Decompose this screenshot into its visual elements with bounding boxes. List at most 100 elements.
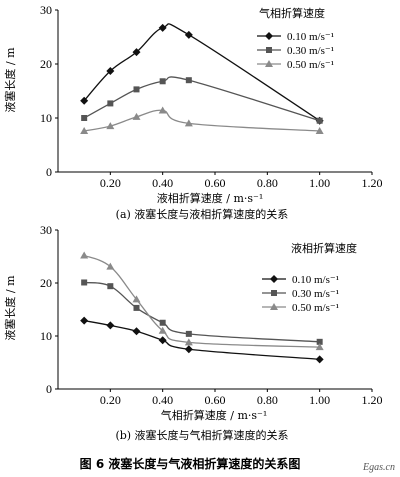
chart-b-series-2 <box>81 279 323 345</box>
chart-a-x-tick-label: 1.00 <box>309 176 330 190</box>
chart-a-y-tick-label: 0 <box>46 165 52 179</box>
chart-a-series-3 <box>80 106 324 134</box>
chart-b-legend-label: 0.10 m/s⁻¹ <box>292 274 339 286</box>
chart-b-xlabel: 气相折算速度 / m·s⁻¹ <box>161 408 268 422</box>
chart-a-series-3-line <box>84 109 320 132</box>
chart-a-series-2-point <box>159 78 166 85</box>
chart-a-caption: (a) 液塞长度与液相折算速度的关系 <box>116 207 289 221</box>
chart-a: (a) 液塞长度与液相折算速度的关系 液相折算速度 / m·s⁻¹ 液塞长度 /… <box>3 3 383 221</box>
chart-a-y-tick-label: 30 <box>40 3 52 17</box>
chart-b-x-tick-label: 1.00 <box>309 393 330 407</box>
chart-a-series-3-point <box>158 106 167 114</box>
chart-a-series-2-point <box>185 77 192 84</box>
chart-a-series-2-line <box>83 76 320 122</box>
chart-b-x-tick-label: 0.20 <box>100 393 121 407</box>
chart-a-legend-title: 气相折算速度 <box>259 6 325 20</box>
chart-b-series-1-point <box>158 336 167 345</box>
chart-a-x-tick-label: 0.40 <box>152 176 173 190</box>
chart-a-legend-label: 0.50 m/s⁻¹ <box>287 59 334 71</box>
chart-b-series-2-point <box>81 279 88 286</box>
chart-b-legend-marker <box>270 303 278 310</box>
chart-a-series-1-point <box>106 67 115 76</box>
chart-a-x-tick-label: 0.80 <box>257 176 278 190</box>
chart-b-series-3 <box>80 251 324 351</box>
chart-a-xlabel: 液相折算速度 / m·s⁻¹ <box>157 191 264 205</box>
chart-b-y-tick-label: 20 <box>40 276 52 290</box>
chart-b-series-1-point <box>106 321 115 330</box>
chart-a-ylabel: 液塞长度 / m <box>3 47 17 113</box>
chart-b-y-tick-label: 30 <box>40 223 52 237</box>
chart-b-series-1-point <box>80 316 89 325</box>
chart-b-series-3-point <box>184 338 193 346</box>
chart-b-series-2-point <box>185 330 192 337</box>
chart-b-legend-marker <box>271 290 277 296</box>
chart-b-legend-item: 0.50 m/s⁻¹ <box>262 302 339 314</box>
chart-b-plot-area: 0.20 0.40 0.60 0.80 1.00 1.20 0 10 20 30 <box>40 223 383 407</box>
chart-b-legend-label: 0.50 m/s⁻¹ <box>292 302 339 314</box>
chart-b-legend: 液相折算速度 0.10 m/s⁻¹ 0.30 m/s⁻¹ 0.50 m/s⁻¹ <box>262 241 357 314</box>
chart-b-series-2-point <box>133 304 140 311</box>
chart-b-x-tick-label: 0.80 <box>257 393 278 407</box>
chart-b-caption: (b) 液塞长度与气相折算速度的关系 <box>115 428 288 442</box>
chart-b: (b) 液塞长度与气相折算速度的关系 气相折算速度 / m·s⁻¹ 液塞长度 /… <box>3 223 383 442</box>
watermark: Egas.cn <box>362 462 395 473</box>
chart-b-series-3-point <box>80 251 89 259</box>
chart-a-series-2-point <box>133 86 140 93</box>
chart-b-series-1 <box>80 316 324 364</box>
chart-b-series-2-point <box>159 319 166 326</box>
chart-a-x-tick-label: 1.20 <box>362 176 383 190</box>
chart-a-series-3-point <box>106 122 115 130</box>
chart-a-legend-label: 0.30 m/s⁻¹ <box>287 45 334 57</box>
chart-b-series-2-point <box>316 338 323 345</box>
chart-b-series-2-line <box>84 281 320 343</box>
chart-b-legend-label: 0.30 m/s⁻¹ <box>292 288 339 300</box>
chart-b-legend-item: 0.10 m/s⁻¹ <box>262 274 339 286</box>
chart-a-series-1-point <box>132 48 141 57</box>
chart-b-series-3-line <box>83 254 320 348</box>
chart-a-y-tick-label: 10 <box>40 111 52 125</box>
chart-b-legend-marker <box>270 275 278 283</box>
chart-a-series-3-point <box>315 126 324 134</box>
chart-a-series-3-point <box>132 112 141 120</box>
chart-a-series-1-point <box>184 30 193 39</box>
chart-b-x-tick-label: 1.20 <box>362 393 383 407</box>
chart-b-series-1-point <box>184 345 193 354</box>
chart-b-series-3-point <box>158 326 167 334</box>
chart-a-x-tick-label: 0.20 <box>100 176 121 190</box>
chart-a-series-2-point <box>81 115 88 121</box>
chart-b-series-3-point <box>106 262 115 270</box>
chart-b-series-2-point <box>107 283 114 290</box>
chart-b-series-1-point <box>315 355 324 364</box>
chart-b-series-3-point <box>132 295 141 303</box>
chart-a-series-2 <box>81 76 323 124</box>
chart-a-legend: 气相折算速度 0.10 m/s⁻¹ 0.30 m/s⁻¹ 0.50 m/s⁻¹ <box>257 6 334 71</box>
chart-a-series-3-point <box>80 126 89 134</box>
chart-a-series-1-point <box>158 23 167 32</box>
chart-a-legend-label: 0.10 m/s⁻¹ <box>287 31 334 43</box>
chart-a-series-3-point <box>184 119 193 127</box>
chart-a-legend-marker <box>266 47 272 53</box>
chart-a-legend-item: 0.30 m/s⁻¹ <box>257 45 334 57</box>
chart-a-legend-item: 0.10 m/s⁻¹ <box>257 31 334 43</box>
chart-b-x-tick-label: 0.40 <box>152 393 173 407</box>
chart-a-y-tick-label: 20 <box>40 57 52 71</box>
chart-a-series-2-point <box>107 100 114 107</box>
chart-a-x-tick-label: 0.60 <box>205 176 226 190</box>
chart-a-series-1-line <box>83 23 321 122</box>
chart-a-series-2-point <box>316 117 323 124</box>
chart-b-legend-item: 0.30 m/s⁻¹ <box>262 288 339 300</box>
chart-b-series-1-point <box>132 327 141 336</box>
chart-a-series-1-point <box>80 96 89 105</box>
chart-a-legend-marker <box>265 32 273 40</box>
chart-a-legend-item: 0.50 m/s⁻¹ <box>257 59 334 71</box>
chart-b-series-3-point <box>315 343 324 351</box>
chart-b-y-tick-label: 0 <box>46 382 52 396</box>
chart-b-ylabel: 液塞长度 / m <box>3 275 17 341</box>
chart-a-legend-marker <box>265 60 273 67</box>
chart-b-x-tick-label: 0.60 <box>205 393 226 407</box>
chart-b-legend-title: 液相折算速度 <box>291 241 357 255</box>
chart-b-y-tick-label: 10 <box>40 329 52 343</box>
figure-title: 图 6 液塞长度与气液相折算速度的关系图 <box>80 456 301 471</box>
